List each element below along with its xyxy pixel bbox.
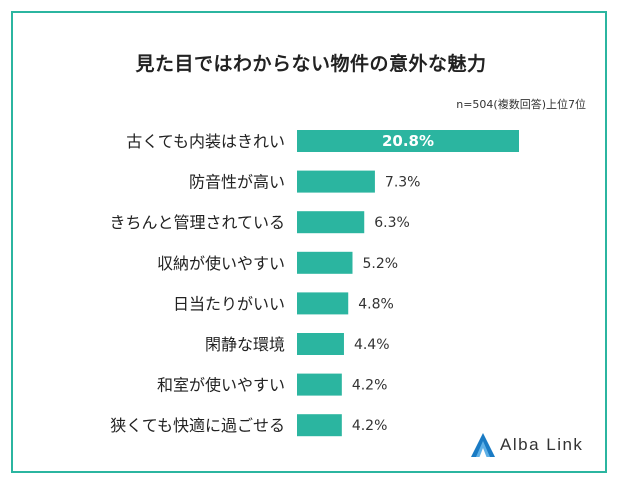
bar-1	[297, 130, 519, 152]
category-label-3: きちんと管理されている	[109, 213, 285, 232]
value-label-1: 20.8%	[382, 132, 434, 150]
brand-logo: Alba Link	[470, 432, 583, 458]
category-label-4: 収納が使いやすい	[157, 254, 285, 273]
category-label-2: 防音性が高い	[189, 173, 285, 192]
bar-5	[297, 292, 349, 315]
category-label-7: 和室が使いやすい	[157, 376, 285, 395]
value-label-4: 5.2%	[363, 256, 399, 272]
value-label-3: 6.3%	[374, 215, 410, 231]
value-label-2: 7.3%	[385, 175, 421, 191]
bar-3	[297, 211, 365, 234]
value-label-5: 4.8%	[358, 296, 394, 312]
value-label-6: 4.4%	[354, 337, 390, 353]
bar-4	[297, 251, 353, 274]
alba-link-logo-icon	[471, 433, 495, 457]
value-label-7: 4.2%	[352, 378, 388, 394]
category-label-5: 日当たりがいい	[173, 294, 285, 313]
value-label-8: 4.2%	[352, 418, 388, 434]
category-label-1: 古くても内装はきれい	[126, 132, 285, 151]
bar-7	[297, 373, 342, 396]
category-label-8: 狭くても快適に過ごせる	[110, 416, 285, 435]
category-label-6: 閑静な環境	[205, 335, 285, 354]
sample-note: n=504(複数回答)上位7位	[456, 98, 586, 111]
chart-title: 見た目ではわからない物件の意外な魅力	[135, 53, 487, 75]
bar-2	[297, 170, 375, 193]
chart-frame	[11, 11, 607, 473]
bar-6	[297, 333, 344, 355]
bar-8	[297, 414, 342, 437]
brand-name: Alba Link	[500, 435, 584, 454]
